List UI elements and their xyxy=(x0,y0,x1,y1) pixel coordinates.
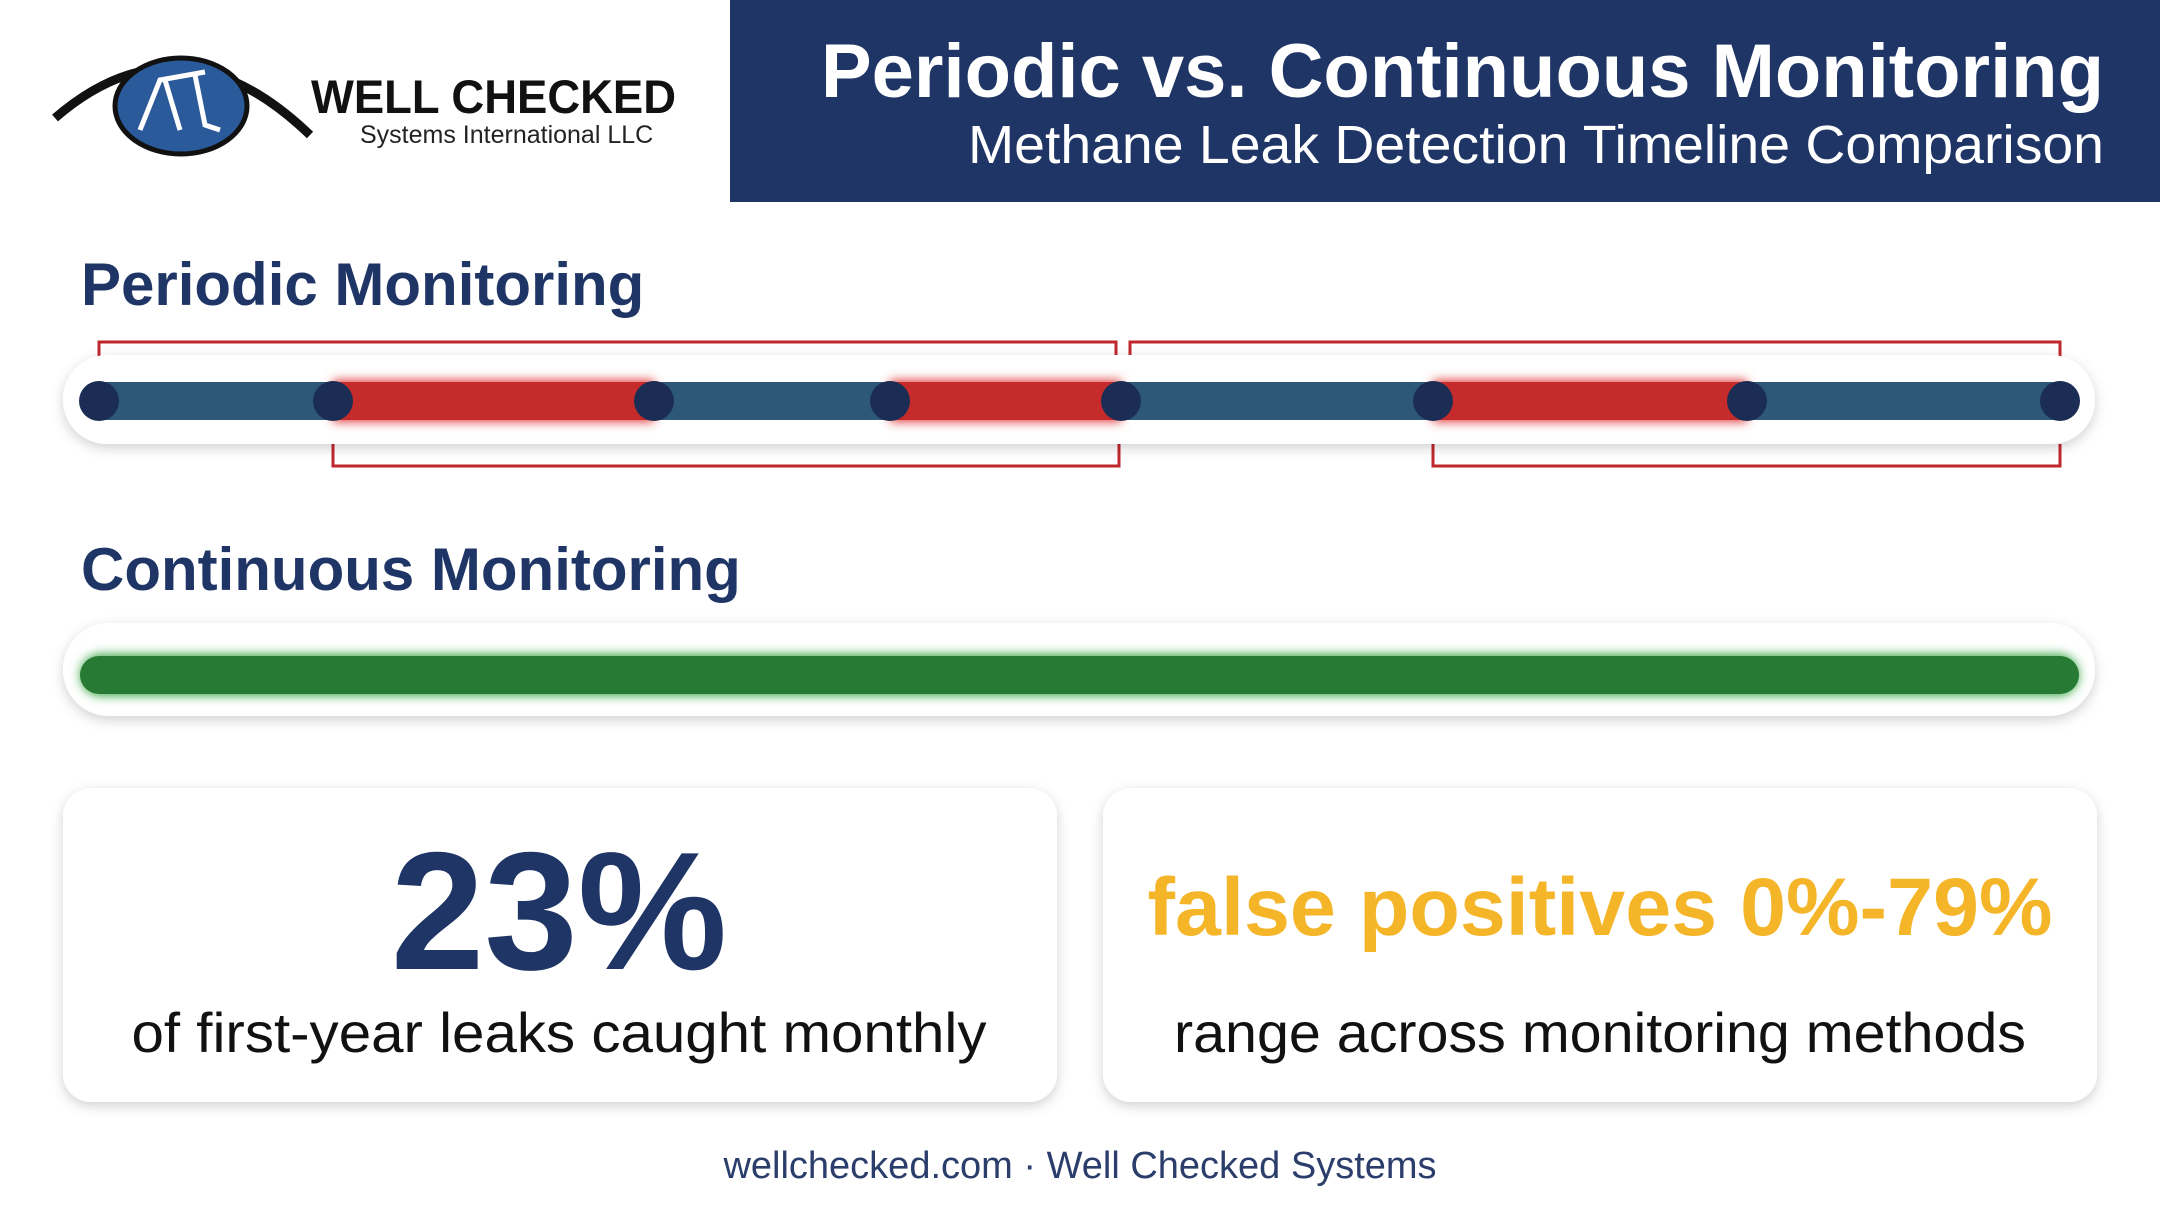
stat-headline: false positives 0%-79% xyxy=(1148,862,2053,953)
gap xyxy=(890,382,1121,420)
stat-card xyxy=(63,788,1057,1102)
stat-headline: 23% xyxy=(391,817,727,1005)
logo-subtitle: Systems International LLC xyxy=(360,121,653,149)
track xyxy=(80,656,2079,694)
continuous-timeline xyxy=(63,623,2095,716)
bracket-top xyxy=(97,340,2062,361)
section-title: Continuous Monitoring xyxy=(81,536,741,603)
title: Periodic vs. Continuous Monitoring xyxy=(821,29,2104,114)
logo-globe xyxy=(112,55,250,157)
subtitle: Methane Leak Detection Timeline Comparis… xyxy=(968,115,2104,175)
logo-name: WELL CHECKED xyxy=(311,70,676,123)
gap xyxy=(333,382,654,420)
stat-card xyxy=(1103,788,2097,1102)
header-band xyxy=(730,0,2160,202)
bracket-bottom xyxy=(331,444,2062,468)
stat-caption: range across monitoring methods xyxy=(1174,1001,2026,1064)
logo-pump xyxy=(137,69,221,133)
section-title: Periodic Monitoring xyxy=(81,251,644,318)
stat-caption: of first-year leaks caught monthly xyxy=(132,1001,987,1064)
logo: WELL CHECKED Systems International LLC xyxy=(52,55,676,157)
checkpoints xyxy=(79,381,2080,421)
footer: wellchecked.com · Well Checked Systems xyxy=(722,1145,1436,1187)
periodic-timeline xyxy=(63,340,2095,468)
gap xyxy=(1433,382,1747,420)
